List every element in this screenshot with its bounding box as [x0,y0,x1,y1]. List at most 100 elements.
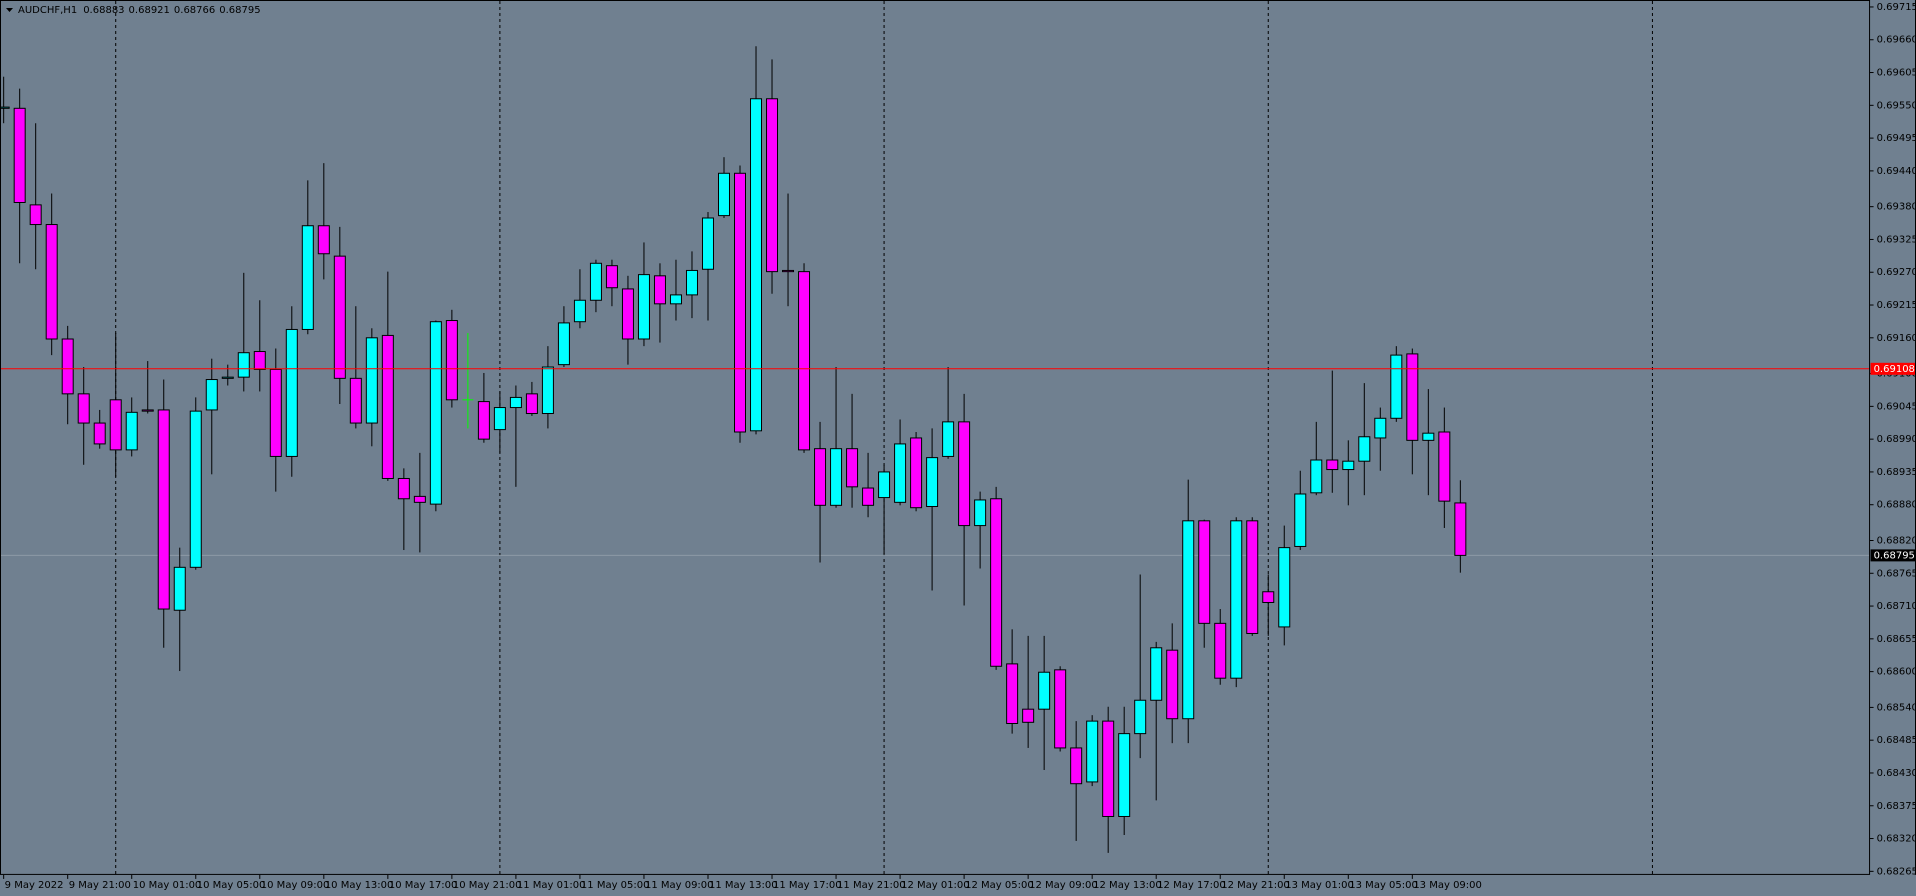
candle-body [974,499,987,527]
candle-body [942,421,955,457]
x-tick-label: 10 May 01:00 [133,880,202,891]
candle-body [1006,663,1019,724]
candle-body [205,379,218,411]
candle-body [477,401,490,440]
y-tick-label: 0.68265 [1877,866,1916,877]
candle-body [381,334,394,479]
candle-body [685,269,698,296]
last-price-label: 0.68795 [1874,550,1915,561]
plot-border [0,0,1871,875]
candle-body [910,437,923,509]
candle-body [541,366,554,415]
candle-body [221,376,234,379]
candle-body [1038,671,1051,710]
candle-body [45,224,58,340]
candle-body [429,321,442,505]
y-tick-label: 0.68375 [1877,801,1916,812]
x-tick-label: 12 May 05:00 [965,880,1034,891]
x-tick-label: 12 May 17:00 [1157,880,1226,891]
y-tick-label: 0.68880 [1877,500,1916,511]
candle-body [237,352,250,378]
y-tick-label: 0.69270 [1877,267,1916,278]
last-price-box [1870,549,1916,562]
y-tick-label: 0.69380 [1877,202,1916,213]
hline-price-label: 0.69108 [1874,364,1915,375]
candle-body [782,269,795,273]
candle-body [157,409,170,610]
candle-body [269,368,282,457]
menu-arrow[interactable] [6,8,13,12]
y-tick-label: 0.69045 [1877,401,1916,412]
y-tick-label: 0.69160 [1877,333,1916,344]
hline-price-box [1870,362,1916,375]
candle-body [1342,460,1355,471]
y-tick-label: 0.68710 [1877,601,1916,612]
x-tick-label: 9 May 21:00 [69,880,131,891]
candle-body [862,487,875,506]
candle-body [766,98,779,273]
candle-body [29,204,42,226]
y-tick-label: 0.69715 [1877,2,1916,13]
candle-body [301,225,314,330]
candle-body [958,421,971,527]
candle-body [493,407,506,431]
y-tick-label: 0.68540 [1877,702,1916,713]
candle-body [621,288,634,340]
y-tick-label: 0.69660 [1877,35,1916,46]
x-tick-label: 10 May 21:00 [453,880,522,891]
y-tick-label: 0.68485 [1877,735,1916,746]
candle-body [61,338,74,395]
candle-body [189,410,202,568]
candle-body [1294,493,1307,547]
candle-body [1134,699,1147,735]
y-tick-label: 0.68655 [1877,634,1916,645]
candle-body [669,294,682,305]
candle-body [1230,520,1243,679]
candle-body [1246,520,1259,634]
y-tick-label: 0.68990 [1877,434,1916,445]
candle-body [397,477,410,500]
candle-body [109,399,122,451]
candle-body [990,498,1003,667]
candle-body [814,448,827,506]
symbol-title: AUDCHF,H1 [18,5,77,16]
x-tick-label: 10 May 09:00 [261,880,330,891]
candle-body [1262,591,1275,603]
candle-body [1358,436,1371,462]
y-tick-label: 0.68820 [1877,535,1916,546]
x-tick-label: 10 May 13:00 [325,880,394,891]
candle-body [1086,720,1099,783]
candle-body [637,274,650,340]
candle-body [1374,417,1387,439]
y-tick-label: 0.69215 [1877,300,1916,311]
candle-body [509,396,522,409]
candle-body [1278,547,1291,628]
candle-body [125,411,138,451]
x-tick-label: 12 May 21:00 [1221,880,1290,891]
y-tick-label: 0.68600 [1877,667,1916,678]
y-tick-label: 0.68320 [1877,834,1916,845]
x-tick-label: 12 May 13:00 [1093,880,1162,891]
candle-body [0,106,10,109]
candle-body [557,322,570,366]
x-tick-label: 11 May 05:00 [581,880,650,891]
candle-body [573,299,586,323]
candle-body [1438,431,1451,502]
candle-body [605,265,618,289]
candle-body [1054,669,1067,749]
candle-body [317,225,330,255]
x-tick-label: 9 May 2022 [5,880,64,891]
candle-body [1198,520,1211,624]
x-tick-label: 11 May 01:00 [517,880,586,891]
x-tick-label: 11 May 17:00 [773,880,842,891]
header-low: 0.68766 [174,5,215,16]
x-tick-label: 13 May 05:00 [1349,880,1418,891]
candle-body [141,409,154,412]
candle-body [734,172,747,433]
y-tick-label: 0.69550 [1877,100,1916,111]
candle-body [926,457,939,508]
candle-body [1070,747,1083,785]
